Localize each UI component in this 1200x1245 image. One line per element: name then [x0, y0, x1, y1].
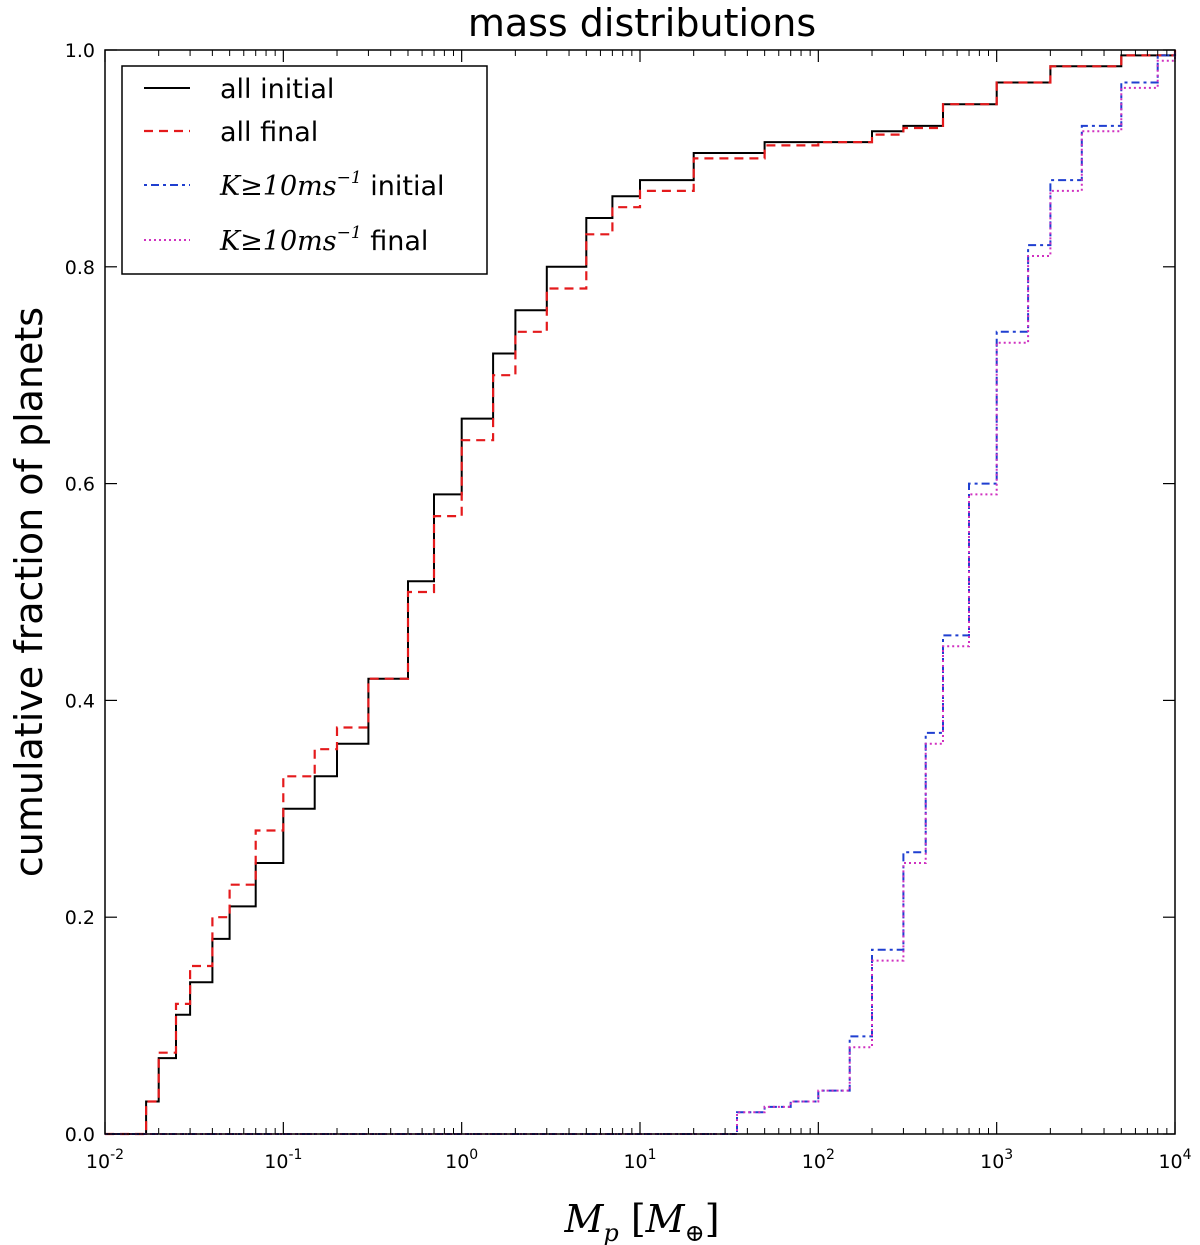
x-tick-label: 10-2 — [86, 1147, 124, 1173]
x-tick-label: 101 — [623, 1147, 656, 1173]
svg-text:Mp [M⊕]: Mp [M⊕] — [563, 1197, 719, 1245]
legend-label-4: K≥10ms−1 final — [219, 223, 428, 257]
x-tick-label: 103 — [980, 1147, 1013, 1173]
legend-label-1: all initial — [220, 74, 334, 105]
series-line-3 — [105, 50, 1176, 1135]
y-tick-label: 0.8 — [65, 257, 95, 279]
y-tick-label: 0.2 — [65, 907, 95, 929]
series-layer — [105, 50, 1177, 1136]
y-tick-label: 1.0 — [65, 40, 95, 62]
y-tick-label: 0.0 — [65, 1124, 95, 1146]
legend-box — [121, 65, 488, 275]
x-tick-label: 10-1 — [264, 1147, 302, 1173]
chart-title: mass distributions — [468, 1, 816, 45]
y-tick-label: 0.4 — [65, 690, 95, 712]
x-tick-label: 100 — [445, 1147, 478, 1173]
series-line-4 — [105, 50, 1176, 1135]
series-line-2 — [105, 50, 1177, 1136]
y-tick-label: 0.6 — [65, 474, 95, 496]
tick-layer: 10-2 10-1 100 101 102 103 104 0.0 0.2 0.4 0.6 0.8 1.… — [65, 40, 1192, 1173]
legend: all initial all final K≥10ms−1 initial K≥10… — [121, 65, 488, 275]
x-tick-label: 104 — [1158, 1147, 1191, 1173]
y-axis-label: cumulative fraction of planets — [7, 307, 51, 877]
x-tick-label: 102 — [802, 1147, 835, 1173]
legend-label-3: K≥10ms−1 initial — [219, 168, 445, 202]
legend-label-2: all final — [220, 117, 318, 148]
x-axis-label: Mp [M⊕] — [563, 1197, 719, 1245]
